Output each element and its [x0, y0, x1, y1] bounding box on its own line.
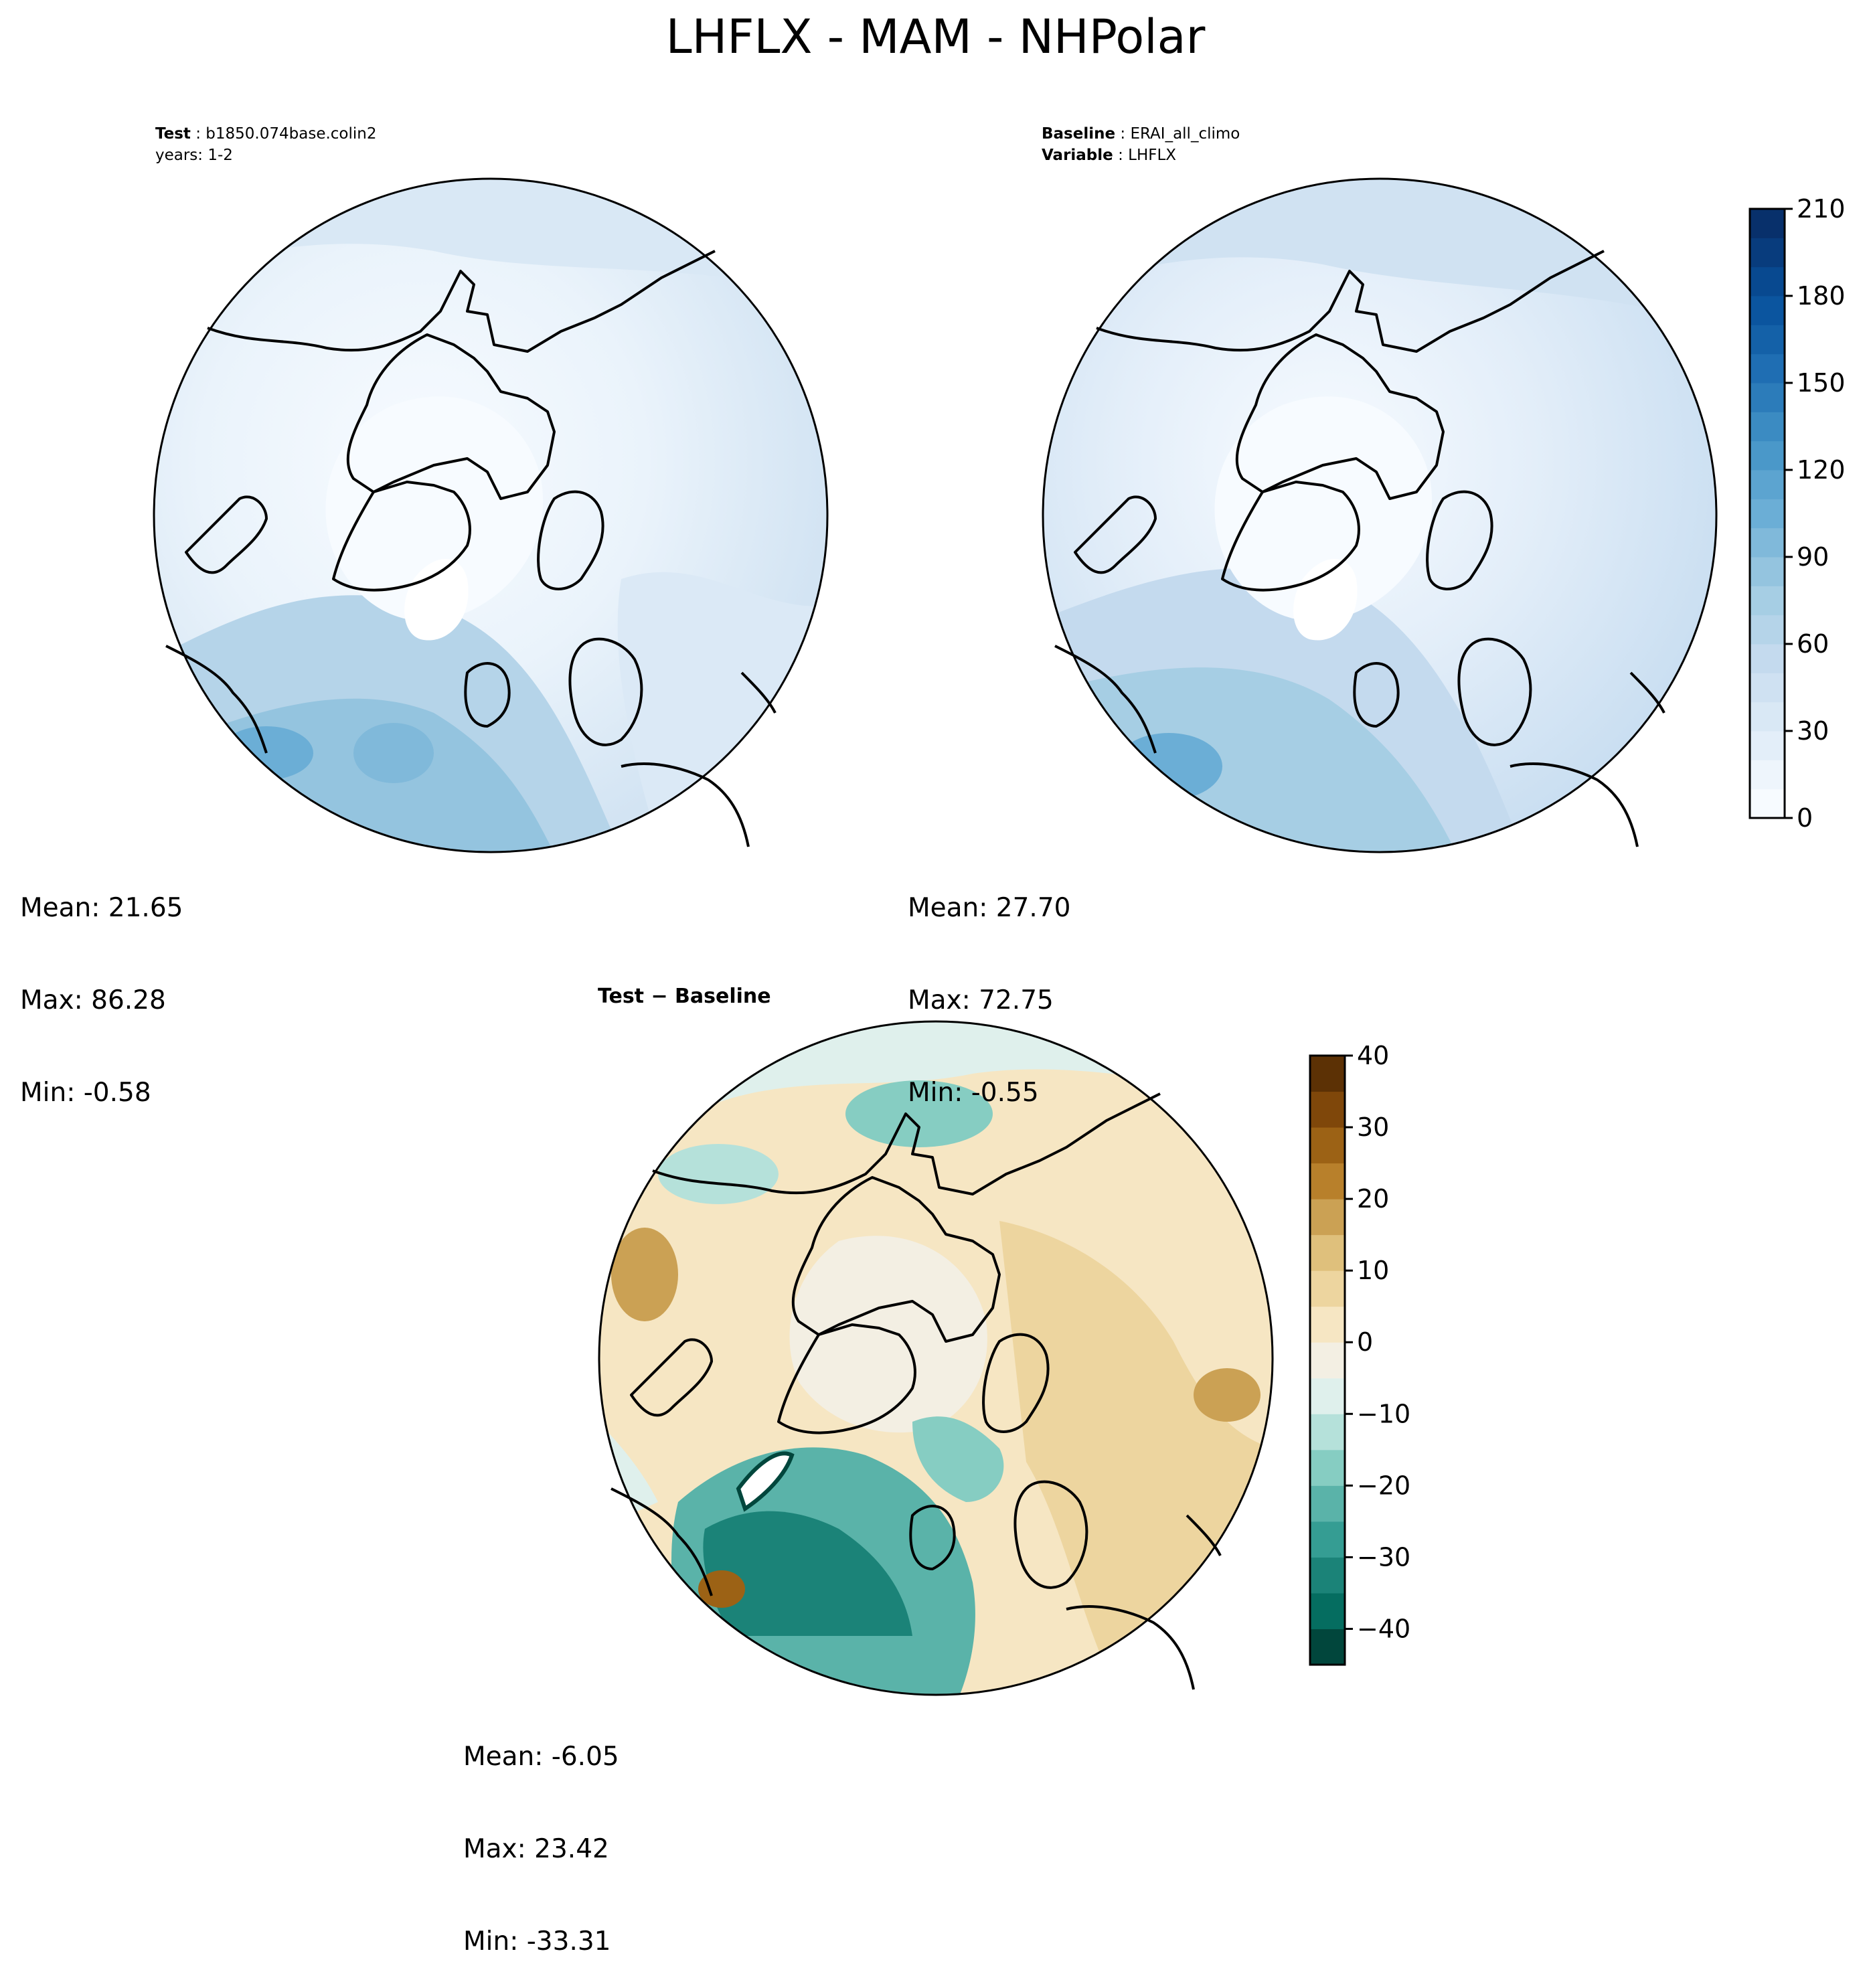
blues-colorbar-swatch	[1750, 470, 1785, 499]
brbg-colorbar-tick-label: 10	[1357, 1256, 1389, 1285]
blues-colorbar-tick-label: 120	[1797, 455, 1846, 485]
test-header: Test : b1850.074base.colin2 years: 1-2	[155, 123, 377, 166]
test-years: years: 1-2	[155, 147, 233, 164]
test-header-line: Test : b1850.074base.colin2	[155, 125, 377, 143]
blues-colorbar-tick-label: 0	[1797, 803, 1813, 833]
baseline-min: Min: -0.55	[908, 1078, 1039, 1108]
blues-colorbar-swatch	[1750, 383, 1785, 412]
baseline-polar-map	[1042, 177, 1718, 853]
baseline-stats: Mean: 27.70 Max: 72.75 Min: -0.55	[908, 831, 1070, 1139]
baseline-case-name: ERAI_all_climo	[1130, 125, 1240, 143]
brbg-colorbar-swatch	[1310, 1521, 1345, 1558]
brbg-colorbar-swatch	[1310, 1342, 1345, 1379]
blues-colorbar-swatch	[1750, 499, 1785, 529]
blues-colorbar-swatch	[1750, 614, 1785, 645]
diff-mean: Mean: -6.05	[463, 1742, 619, 1772]
blues-colorbar-swatch	[1750, 266, 1785, 297]
brbg-colorbar-swatch	[1310, 1127, 1345, 1164]
blues-colorbar-swatch	[1750, 789, 1785, 819]
blues-colorbar-tick-label: 60	[1797, 629, 1829, 659]
brbg-colorbar-frame	[1309, 1054, 1346, 1666]
brbg-colorbar-tick-label: −10	[1357, 1399, 1410, 1428]
test-mean: Mean: 21.65	[20, 893, 183, 923]
blues-colorbar-swatch	[1750, 731, 1785, 760]
figure-title: LHFLX - MAM - NHPolar	[665, 9, 1206, 64]
test-polar-map	[153, 177, 829, 853]
blues-colorbar-frame	[1748, 208, 1786, 819]
blues-colorbar-swatch	[1750, 557, 1785, 586]
baseline-max: Max: 72.75	[908, 985, 1054, 1015]
brbg-colorbar-swatch	[1310, 1414, 1345, 1451]
variable-label: Variable	[1042, 147, 1113, 164]
brbg-colorbar-swatch	[1310, 1234, 1345, 1271]
brbg-colorbar-swatch	[1310, 1449, 1345, 1486]
difference-polar-map	[598, 1020, 1274, 1696]
blues-colorbar-swatch	[1750, 296, 1785, 325]
brbg-colorbar-swatch	[1310, 1270, 1345, 1307]
brbg-colorbar: 40 30 20 10 0 −10 −20 −30 −40	[1309, 1041, 1410, 1666]
brbg-colorbar-swatch	[1310, 1629, 1345, 1665]
brbg-colorbar-tick-label: 0	[1357, 1327, 1373, 1357]
blues-colorbar-swatch	[1750, 440, 1785, 471]
blues-colorbar-swatch	[1750, 412, 1785, 442]
blues-colorbar-swatch	[1750, 701, 1785, 732]
test-label: Test	[155, 125, 191, 143]
diff-max: Max: 23.42	[463, 1834, 609, 1864]
brbg-colorbar-tick-label: −30	[1357, 1542, 1410, 1572]
brbg-colorbar-swatch	[1310, 1592, 1345, 1629]
brbg-colorbar-tick-label: 20	[1357, 1184, 1389, 1214]
brbg-colorbar-tick-label: 40	[1357, 1041, 1389, 1070]
brbg-colorbar-tick-label: −20	[1357, 1471, 1410, 1500]
blues-colorbar-swatch	[1750, 586, 1785, 616]
baseline-label: Baseline	[1042, 125, 1116, 143]
blues-colorbar-tick-label: 180	[1797, 281, 1846, 311]
test-max: Max: 86.28	[20, 985, 166, 1015]
blues-colorbar-swatch	[1750, 644, 1785, 673]
blues-colorbar-swatch	[1750, 353, 1785, 384]
blues-colorbar: 0 30 60 90 120 150 180 210	[1748, 194, 1846, 833]
brbg-colorbar-swatch	[1310, 1485, 1345, 1522]
variable-name: LHFLX	[1128, 147, 1177, 164]
blues-colorbar-swatch	[1750, 673, 1785, 703]
blues-colorbar-swatch	[1750, 325, 1785, 355]
brbg-colorbar-swatch	[1310, 1056, 1345, 1092]
blues-colorbar-swatch	[1750, 238, 1785, 268]
blues-colorbar-swatch	[1750, 209, 1785, 238]
blues-colorbar-tick-label: 30	[1797, 716, 1829, 746]
test-stats: Mean: 21.65 Max: 86.28 Min: -0.58	[20, 831, 183, 1139]
brbg-colorbar-tick-label: −40	[1357, 1614, 1410, 1643]
brbg-colorbar-tick-label: 30	[1357, 1112, 1389, 1142]
diff-min: Min: -33.31	[463, 1926, 611, 1957]
test-case-name: b1850.074base.colin2	[206, 125, 377, 143]
test-min: Min: -0.58	[20, 1078, 151, 1108]
blues-colorbar-swatch	[1750, 760, 1785, 790]
brbg-colorbar-swatch	[1310, 1378, 1345, 1414]
blues-colorbar-tick-label: 90	[1797, 542, 1829, 572]
brbg-colorbar-swatch	[1310, 1306, 1345, 1343]
baseline-header: Baseline : ERAI_all_climo Variable : LHF…	[1042, 123, 1240, 166]
blues-colorbar-tick-label: 150	[1797, 368, 1846, 398]
brbg-colorbar-swatch	[1310, 1557, 1345, 1594]
brbg-colorbar-swatch	[1310, 1091, 1345, 1128]
brbg-colorbar-swatch	[1310, 1199, 1345, 1236]
blues-colorbar-tick-label: 210	[1797, 194, 1846, 224]
diff-stats: Mean: -6.05 Max: 23.42 Min: -33.31	[463, 1680, 619, 1988]
diff-title: Test − Baseline	[598, 985, 771, 1008]
variable-header-line: Variable : LHFLX	[1042, 147, 1177, 164]
blues-colorbar-swatch	[1750, 527, 1785, 558]
brbg-colorbar-swatch	[1310, 1163, 1345, 1199]
baseline-header-line: Baseline : ERAI_all_climo	[1042, 125, 1240, 143]
baseline-mean: Mean: 27.70	[908, 893, 1071, 923]
